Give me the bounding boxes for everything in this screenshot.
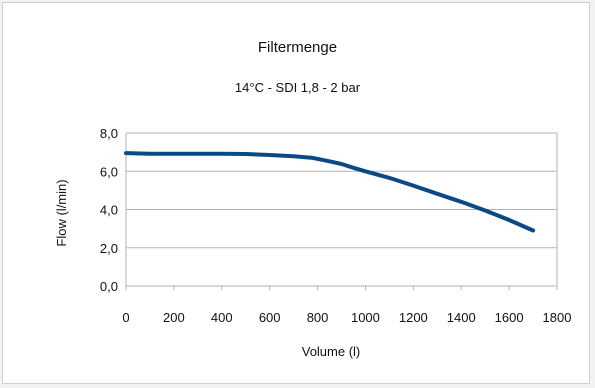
x-tick-label: 1200 (399, 310, 428, 325)
x-tick-label: 1600 (495, 310, 524, 325)
chart-frame (2, 2, 590, 384)
y-tick-label: 6,0 (100, 164, 118, 179)
x-tick-label: 600 (259, 310, 281, 325)
x-tick-label: 1400 (447, 310, 476, 325)
series-lines (124, 151, 536, 233)
x-tick-label: 1800 (543, 310, 572, 325)
x-tick-label: 400 (211, 310, 233, 325)
y-tick-label: 2,0 (100, 241, 118, 256)
y-tick-label: 0,0 (100, 279, 118, 294)
x-axis-ticks: 0 200 400 600 800 1000 1200 1400 1600 1800 (122, 286, 571, 325)
series-line (124, 151, 536, 233)
x-tick-label: 1000 (351, 310, 380, 325)
x-tick-label: 200 (163, 310, 185, 325)
chart-title: Filtermenge (257, 39, 338, 56)
y-tick-label: 8,0 (100, 126, 118, 141)
gridlines (125, 132, 558, 287)
x-tick-label: 800 (307, 310, 329, 325)
y-tick-label: 4,0 (100, 203, 118, 218)
x-tick-label: 0 (122, 310, 129, 325)
y-axis-label: Flow (l/min) (54, 179, 69, 246)
chart-subtitle: 14°C - SDI 1,8 - 2 bar (234, 80, 361, 95)
x-axis-label: Volume (l) (302, 344, 361, 359)
y-axis-ticks: 0,0 2,0 4,0 6,0 8,0 (100, 126, 118, 294)
